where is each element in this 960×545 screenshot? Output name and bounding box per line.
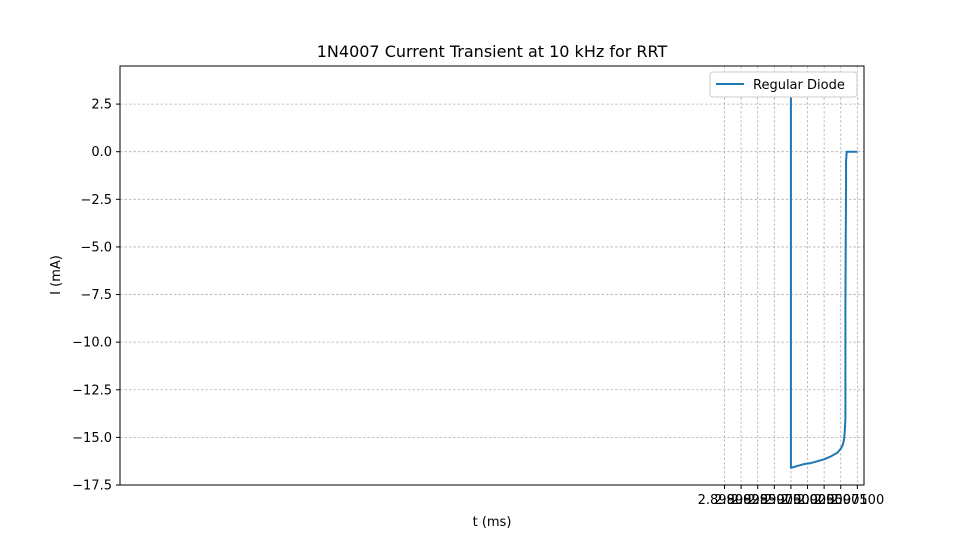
y-tick-label: −10.0 [72, 336, 112, 351]
y-tick-label: −17.5 [72, 479, 112, 494]
x-tick-label: 2.89900 [698, 493, 752, 508]
y-ticks: 2.5 0.0 −2.5 −5.0 −7.5 −10.0 −12.5 −15.0 −17.5 [72, 98, 120, 494]
legend-label-regular-diode: Regular Diode [753, 78, 845, 93]
x-ticks: 2.899002.899252.899502.899752.900002.900… [698, 485, 884, 508]
x-tick-label: 2.89950 [731, 493, 785, 508]
x-tick-label: 2.90000 [764, 493, 818, 508]
y-tick-label: −2.5 [80, 193, 112, 208]
x-axis-label: t (ms) [473, 515, 512, 530]
y-tick-label: 2.5 [91, 98, 112, 113]
y-tick-label: −5.0 [80, 240, 112, 255]
y-tick-label: −7.5 [80, 288, 112, 303]
series-line-regular-diode [724, 85, 858, 469]
x-tick-label: 2.89925 [714, 493, 768, 508]
legend-box [709, 71, 858, 98]
x-tick-label: 2.89975 [747, 493, 801, 508]
y-tick-label: −12.5 [72, 383, 112, 398]
x-tick-label: 2.90050 [797, 493, 851, 508]
legend: Regular Diode [709, 71, 858, 98]
plot-frame [119, 65, 865, 486]
x-tick-label: 2.90025 [781, 493, 835, 508]
y-tick-label: −15.0 [72, 431, 112, 446]
x-tick-label: 2.90075 [814, 493, 868, 508]
y-axis-label: I (mA) [49, 255, 64, 295]
x-tick-label: 2.90100 [830, 493, 884, 508]
plot-lines [724, 85, 858, 469]
y-tick-label: 0.0 [91, 145, 112, 160]
chart-title: 1N4007 Current Transient at 10 kHz for R… [317, 42, 668, 61]
